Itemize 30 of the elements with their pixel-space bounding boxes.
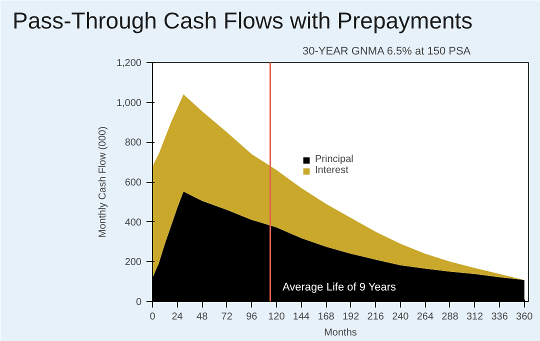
y-tick-label: 200 [124, 257, 142, 268]
y-tick-label: 800 [124, 138, 142, 149]
x-tick-label: 192 [342, 312, 360, 322]
legend-label: Principal [315, 154, 354, 165]
x-tick-label: 24 [172, 312, 184, 322]
x-tick-label: 96 [246, 312, 258, 322]
chart-title: Pass-Through Cash Flows with Prepayments [12, 8, 473, 34]
y-tick-label: 1,000 [116, 98, 142, 109]
x-tick-label: 72 [221, 312, 233, 322]
y-tick-label: 1,200 [116, 58, 142, 69]
x-tick-label: 312 [466, 312, 484, 322]
x-tick-label: 264 [416, 312, 434, 322]
x-tick-label: 120 [268, 312, 286, 322]
chart-subtitle: 30-YEAR GNMA 6.5% at 150 PSA [302, 46, 472, 58]
x-tick-label: 360 [516, 312, 534, 322]
x-tick-label: 144 [292, 312, 310, 322]
x-tick-label: 48 [196, 312, 208, 322]
x-axis-title: Months [324, 328, 357, 338]
legend-label: Interest [315, 165, 348, 176]
x-tick-label: 240 [392, 312, 410, 322]
x-tick-label: 288 [442, 312, 459, 322]
y-tick-label: 0 [136, 297, 142, 308]
x-tick-label: 216 [367, 312, 384, 322]
y-tick-label: 600 [124, 178, 142, 188]
x-tick-label: 0 [150, 312, 156, 322]
y-tick-label: 400 [124, 217, 142, 228]
x-tick-label: 168 [318, 312, 335, 322]
annotation: Average Life of 9 Years [282, 282, 397, 294]
y-axis-title: Monthly Cash Flow (000) [97, 126, 108, 238]
x-tick-label: 336 [491, 312, 508, 322]
